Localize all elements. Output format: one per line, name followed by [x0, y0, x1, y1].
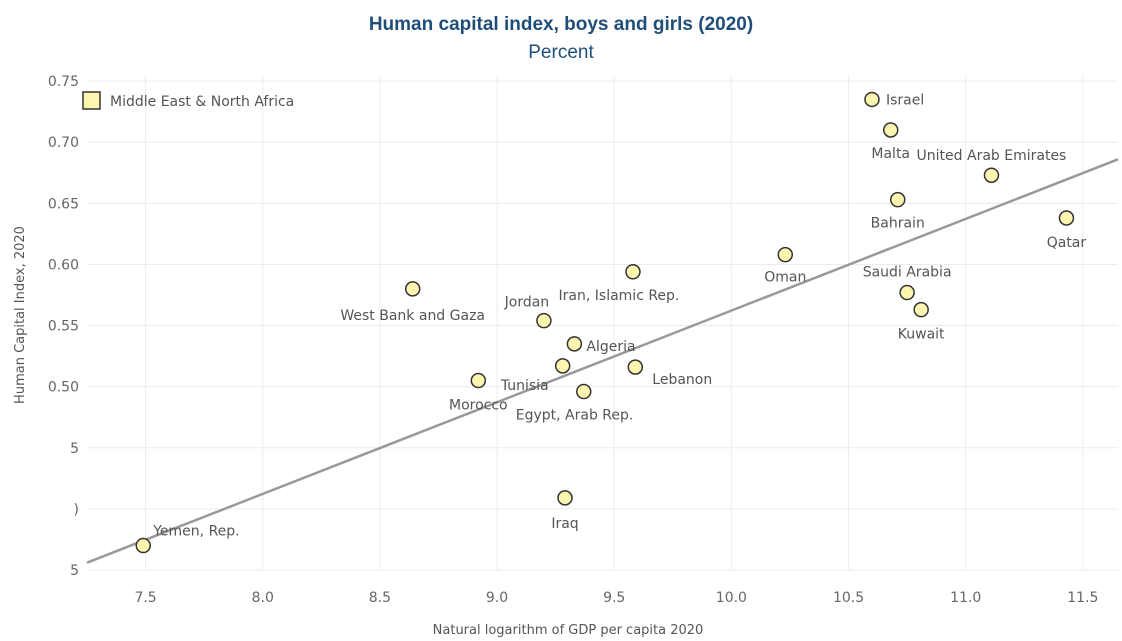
point-labels: Israel Malta United Arab Emirates Bahrain Qa…	[152, 92, 1086, 539]
data-point	[470, 372, 487, 389]
x-tick-label: 11.0	[950, 590, 981, 606]
y-tick-label: 5	[70, 563, 79, 579]
trendline	[86, 158, 1119, 564]
x-tick-label: 9.5	[603, 590, 625, 606]
data-point	[557, 490, 573, 506]
point-label: Algeria	[586, 339, 635, 355]
data-point	[1058, 210, 1075, 226]
x-tick-label: 10.0	[716, 590, 747, 606]
y-tick-label: 0.50	[48, 380, 79, 396]
data-points	[135, 91, 1075, 554]
point-label: Saudi Arabia	[863, 265, 952, 281]
trendline-group	[86, 158, 1119, 564]
point-label: United Arab Emirates	[917, 148, 1067, 164]
point-label: Iran, Islamic Rep.	[559, 288, 680, 304]
legend-swatch	[82, 91, 101, 110]
y-tick-label: 0.70	[48, 135, 79, 151]
data-point	[625, 264, 641, 280]
data-point	[899, 284, 915, 301]
y-tick-label: 0.55	[48, 319, 79, 335]
y-tick-label: 0.60	[48, 257, 79, 273]
point-label: Israel	[886, 92, 924, 108]
point-label: Kuwait	[898, 327, 945, 343]
chart-title: Human capital index, boys and girls (202…	[368, 14, 754, 35]
x-tick-label: 8.0	[252, 590, 274, 606]
data-point	[777, 246, 794, 263]
point-label: Malta	[871, 146, 910, 162]
data-point	[554, 358, 571, 374]
data-point	[404, 281, 421, 297]
y-axis-ticks: 0.75 0.70 0.65 0.60 0.55 0.50 5) 5	[48, 74, 79, 579]
y-tick-label: )	[74, 502, 79, 518]
data-point	[566, 336, 583, 352]
point-label: Oman	[764, 270, 806, 286]
data-point	[576, 383, 592, 400]
x-tick-label: 7.5	[134, 590, 156, 606]
data-point	[536, 312, 552, 329]
point-label: Qatar	[1047, 235, 1087, 251]
legend[interactable]: Middle East & North Africa	[82, 91, 294, 110]
x-axis-title: Natural logarithm of GDP per capita 2020	[433, 623, 704, 638]
data-point	[889, 191, 906, 208]
data-point	[627, 359, 644, 375]
y-axis-title: Human Capital Index, 2020	[13, 226, 28, 404]
point-label: Tunisia	[500, 378, 549, 394]
x-tick-label: 9.0	[486, 590, 508, 606]
x-tick-label: 11.5	[1067, 590, 1098, 606]
y-tick-label: 0.65	[48, 196, 79, 212]
point-label: Jordan	[504, 295, 550, 311]
x-axis-ticks: 7.5 8.0 8.5 9.0 9.5 10.0 10.5 11.0 11.5	[134, 590, 1098, 606]
data-point	[983, 167, 1000, 183]
point-label: West Bank and Gaza	[340, 308, 485, 324]
point-label: Morocco	[449, 398, 508, 414]
data-point	[135, 537, 151, 554]
y-tick-label: 0.75	[48, 74, 79, 90]
x-tick-label: 8.5	[369, 590, 391, 606]
point-label: Egypt, Arab Rep.	[516, 408, 634, 424]
data-point	[882, 122, 899, 138]
point-label: Bahrain	[871, 216, 925, 232]
x-tick-label: 10.5	[833, 590, 864, 606]
gridlines	[87, 75, 1118, 571]
point-label: Yemen, Rep.	[152, 524, 239, 540]
legend-label: Middle East & North Africa	[110, 94, 294, 110]
data-point	[913, 301, 929, 318]
data-point	[864, 91, 880, 108]
point-label: Iraq	[551, 516, 578, 532]
chart-subtitle: Percent	[528, 42, 594, 63]
y-tick-label: 5	[70, 441, 79, 457]
point-label: Lebanon	[652, 372, 712, 388]
